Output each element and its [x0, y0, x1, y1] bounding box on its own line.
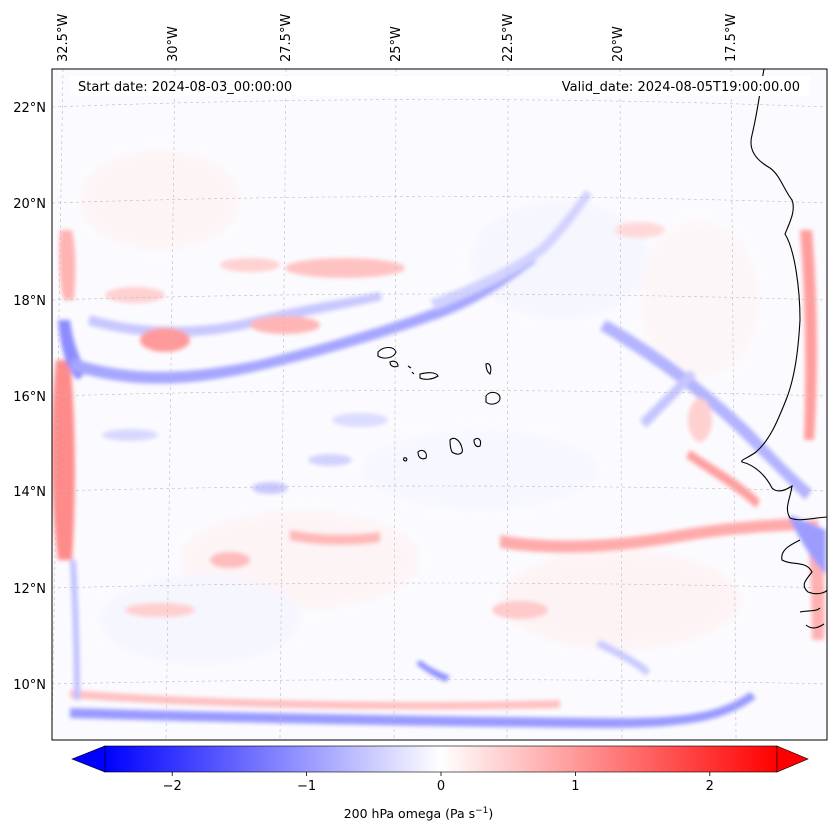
lon-label: 30°W — [166, 26, 181, 62]
africa-coast-south — [781, 539, 828, 629]
brava-island — [403, 457, 408, 462]
lat-label: 22°N — [13, 101, 46, 116]
start-date-label: Start date: 2024-08-03_00:00:00 — [78, 80, 292, 95]
colorbar-max-extend — [776, 745, 809, 773]
colorbar-tick-label: 0 — [437, 779, 445, 794]
longitude-labels: 32.5°W 30°W 27.5°W 25°W 22.5°W 20°W 17.5… — [56, 14, 739, 62]
colorbar-tick-label: −1 — [297, 779, 316, 794]
lat-label: 14°N — [13, 485, 46, 500]
islet-2 — [411, 371, 415, 375]
lon-label: 27.5°W — [279, 14, 294, 62]
colorbar: −2 −1 0 1 2 — [71, 745, 809, 794]
map-frame — [51, 68, 828, 741]
lat-label: 12°N — [13, 582, 46, 597]
colorbar-title-end: ) — [488, 806, 494, 822]
sao-nicolau-island — [419, 372, 439, 380]
lon-label: 32.5°W — [56, 14, 71, 62]
lon-label: 20°W — [611, 26, 626, 62]
boa-vista-island — [485, 391, 501, 405]
fogo-island — [417, 449, 427, 460]
colorbar-min-extend — [71, 745, 106, 773]
omega-field — [52, 150, 826, 728]
sao-vicente-island — [389, 360, 399, 368]
lat-label: 16°N — [13, 390, 46, 405]
islet-1 — [407, 365, 412, 369]
weak-tints — [80, 150, 760, 665]
lon-label: 22.5°W — [501, 14, 516, 62]
sal-island — [485, 363, 492, 375]
lat-label: 10°N — [13, 678, 46, 693]
colorbar-title-text: 200 hPa omega (Pa s — [343, 806, 476, 822]
colorbar-ticks: −2 −1 0 1 2 — [163, 772, 714, 794]
lat-label: 20°N — [13, 197, 46, 212]
colorbar-title: 200 hPa omega (Pa s−1) — [0, 806, 837, 821]
colorbar-gradient — [104, 745, 778, 773]
valid-date-label: Valid_date: 2024-08-05T19:00:00.00 — [562, 80, 800, 95]
colorbar-tick-label: 1 — [571, 779, 579, 794]
header-box — [70, 76, 810, 96]
coastlines — [377, 68, 828, 629]
colorbar-tick-label: 2 — [706, 779, 714, 794]
colorbar-tick-label: −2 — [163, 779, 182, 794]
latitude-labels: 22°N 20°N 18°N 16°N 14°N 12°N 10°N — [13, 101, 46, 693]
colorbar-title-sup: −1 — [475, 806, 489, 816]
maio-island — [473, 437, 482, 448]
lon-label: 17.5°W — [724, 14, 739, 62]
omega-bands — [52, 190, 826, 728]
map-panel: Start date: 2024-08-03_00:00:00 Valid_da… — [51, 68, 828, 741]
santo-antao-island — [377, 346, 397, 359]
santiago-island — [449, 437, 463, 455]
africa-coast — [741, 68, 828, 521]
lon-label: 25°W — [389, 26, 404, 62]
lat-label: 18°N — [13, 294, 46, 309]
graticule — [52, 69, 827, 740]
